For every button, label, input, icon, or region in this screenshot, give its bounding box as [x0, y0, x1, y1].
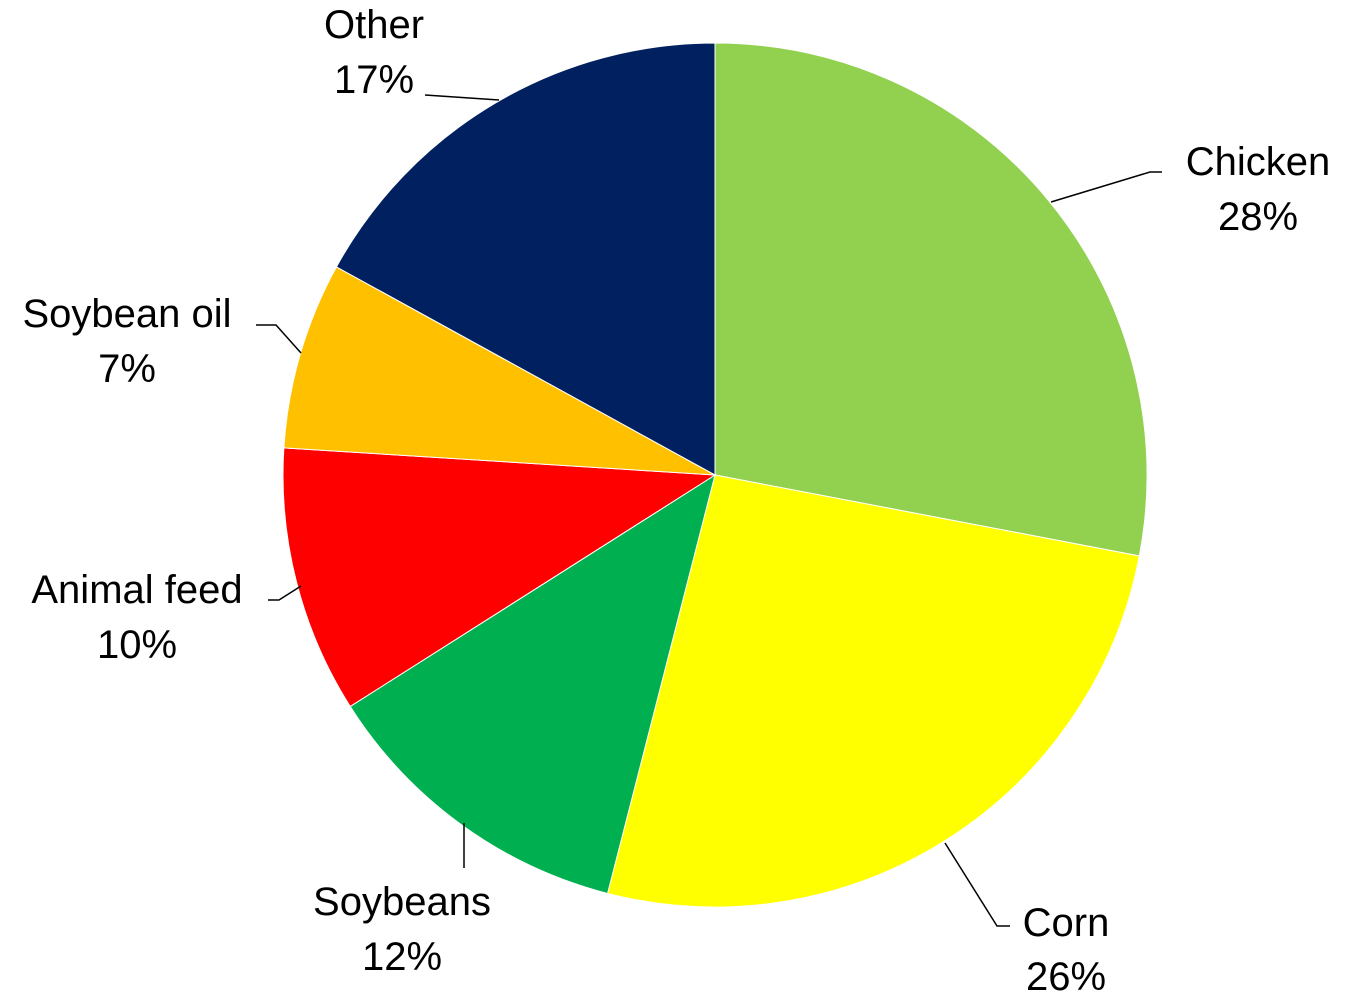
pie-slice-animal-feed — [282, 447, 717, 708]
pie-slice-soybeans — [349, 473, 716, 895]
slice-percent-corn: 26% — [1026, 955, 1106, 997]
slice-percent-soybean-oil: 7% — [98, 347, 156, 391]
slice-percent-soybeans: 12% — [362, 935, 442, 979]
leader-line-animal-feed — [268, 585, 302, 601]
pie-slice-other — [335, 42, 716, 476]
pie-slice-chicken — [714, 42, 1148, 557]
slice-label-other: Other — [324, 3, 424, 47]
pie-slice-soybean-oil — [283, 266, 716, 476]
data-labels: Chicken 28% Corn 26% Soybeans 12% Animal feed 1… — [22, 3, 1330, 997]
slice-label-soybeans: Soybeans — [313, 880, 491, 924]
leader-line-corn — [944, 842, 1010, 927]
slice-label-soybean-oil: Soybean oil — [22, 292, 231, 336]
slice-label-chicken: Chicken — [1186, 140, 1331, 184]
leader-line-soybean-oil — [256, 324, 302, 354]
pie-slices — [282, 42, 1148, 908]
slice-label-animal-feed: Animal feed — [31, 568, 242, 612]
leader-line-other — [424, 94, 500, 101]
slice-percent-other: 17% — [334, 58, 414, 102]
leader-lines — [256, 94, 1162, 927]
pie-slice-corn — [606, 474, 1140, 908]
leader-line-chicken — [1050, 171, 1162, 203]
slice-label-corn: Corn — [1023, 901, 1110, 945]
slice-percent-chicken: 28% — [1218, 195, 1298, 239]
slice-percent-animal-feed: 10% — [97, 623, 177, 667]
